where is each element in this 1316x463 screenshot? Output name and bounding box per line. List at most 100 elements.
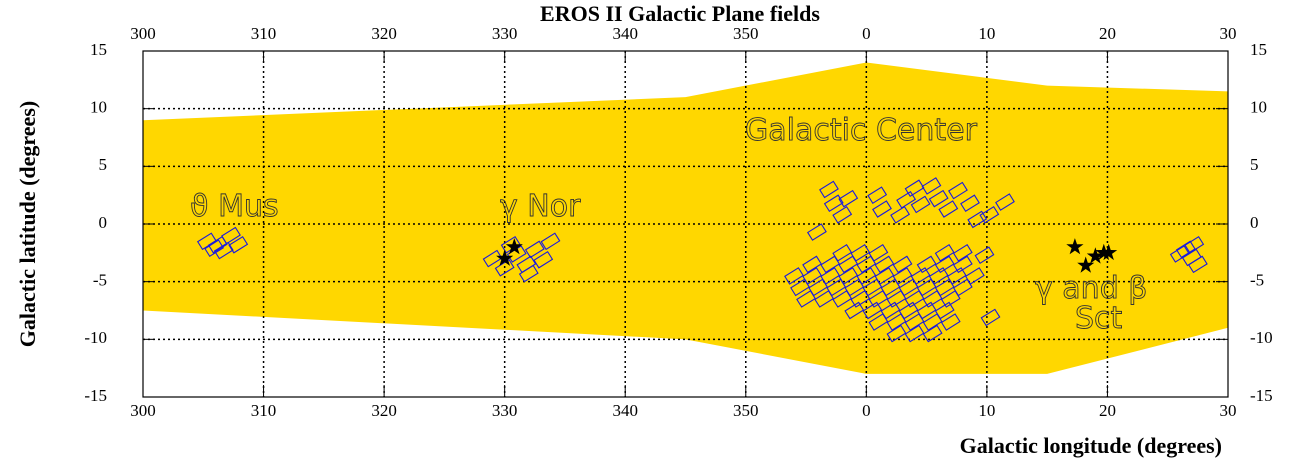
x-tick-label: 0 — [862, 24, 871, 43]
field — [213, 241, 234, 260]
x-tick-label: 20 — [1099, 401, 1116, 420]
annotation: γ Nor — [500, 189, 581, 224]
field — [868, 290, 889, 308]
field — [934, 255, 955, 274]
field — [802, 255, 823, 274]
y-tick-label: 5 — [99, 155, 108, 174]
chart-title: EROS II Galactic Plane fields — [540, 1, 820, 26]
field — [832, 290, 853, 308]
field — [952, 255, 973, 274]
field — [896, 190, 917, 209]
field — [938, 200, 959, 218]
star — [505, 238, 523, 255]
field — [916, 255, 937, 274]
y-tick-label: 15 — [90, 40, 107, 59]
field — [1181, 248, 1202, 267]
field — [872, 200, 892, 218]
y-tick-label: 0 — [1250, 213, 1259, 232]
field — [974, 246, 995, 264]
x-tick-label: 30 — [1220, 401, 1237, 420]
field — [921, 177, 942, 195]
field — [886, 324, 907, 343]
x-tick-label: 320 — [371, 401, 397, 420]
x-axis-label: Galactic longitude (degrees) — [960, 433, 1222, 458]
field — [868, 313, 889, 331]
field — [823, 194, 844, 213]
field — [874, 255, 895, 274]
field — [819, 180, 839, 199]
field — [886, 290, 907, 308]
field — [204, 239, 225, 258]
field — [844, 301, 865, 320]
y-axis-label: Galactic latitude (degrees) — [15, 101, 40, 347]
plot-frame — [142, 50, 1229, 398]
field — [850, 290, 871, 308]
field — [960, 194, 980, 213]
field — [482, 249, 503, 268]
y-tick-label: 10 — [1250, 98, 1267, 117]
y-tick-label: -15 — [1250, 386, 1273, 405]
y-tick-label: 15 — [1250, 40, 1267, 59]
annotation: γ and β — [1035, 271, 1147, 306]
y-tick-label: -10 — [1250, 328, 1273, 347]
field — [922, 324, 943, 343]
star — [1100, 243, 1118, 261]
field — [540, 232, 561, 251]
y-tick-label: -5 — [93, 271, 107, 290]
field — [784, 267, 804, 285]
field — [867, 186, 888, 204]
x-tick-label: 350 — [733, 401, 759, 420]
field — [494, 259, 515, 277]
field — [980, 308, 1001, 327]
y-tick-label: 10 — [90, 98, 107, 117]
field — [967, 210, 988, 229]
field — [890, 205, 911, 224]
field — [904, 179, 925, 198]
field — [1184, 235, 1205, 254]
field — [806, 223, 827, 241]
field — [228, 235, 249, 254]
field — [814, 290, 835, 308]
x-tick-label: 330 — [492, 24, 518, 43]
field — [979, 205, 1000, 224]
field — [533, 250, 554, 269]
x-tick-label: 310 — [251, 401, 277, 420]
x-tick-label: 30 — [1220, 24, 1237, 43]
field — [790, 278, 810, 297]
x-tick-label: 330 — [492, 401, 518, 420]
field — [940, 290, 961, 308]
field — [934, 244, 955, 262]
x-tick-label: 300 — [130, 401, 156, 420]
field — [207, 235, 228, 254]
field — [910, 195, 931, 214]
field — [862, 301, 883, 320]
annotation: Galactic Center — [745, 113, 978, 148]
field — [838, 189, 859, 208]
field — [838, 255, 859, 274]
field — [886, 313, 907, 331]
x-tick-label: 300 — [130, 24, 156, 43]
field — [892, 255, 913, 274]
x-tick-label: 350 — [733, 24, 759, 43]
star — [1086, 247, 1104, 264]
star — [496, 249, 514, 266]
x-tick-label: 10 — [978, 24, 995, 43]
x-tick-label: 20 — [1099, 24, 1116, 43]
field — [524, 240, 545, 259]
x-tick-label: 340 — [612, 24, 638, 43]
y-tick-label: -5 — [1250, 271, 1264, 290]
field — [856, 255, 877, 274]
field — [820, 255, 841, 274]
field — [904, 324, 925, 343]
x-tick-label: 340 — [612, 401, 638, 420]
field — [796, 290, 816, 308]
x-tick-label: 320 — [371, 24, 397, 43]
annotation: ϑ Mus — [190, 189, 279, 224]
field — [995, 193, 1015, 211]
field — [904, 313, 925, 331]
y-tick-label: 5 — [1250, 155, 1259, 174]
field — [832, 205, 853, 224]
star — [1077, 256, 1095, 273]
star — [1066, 238, 1084, 255]
